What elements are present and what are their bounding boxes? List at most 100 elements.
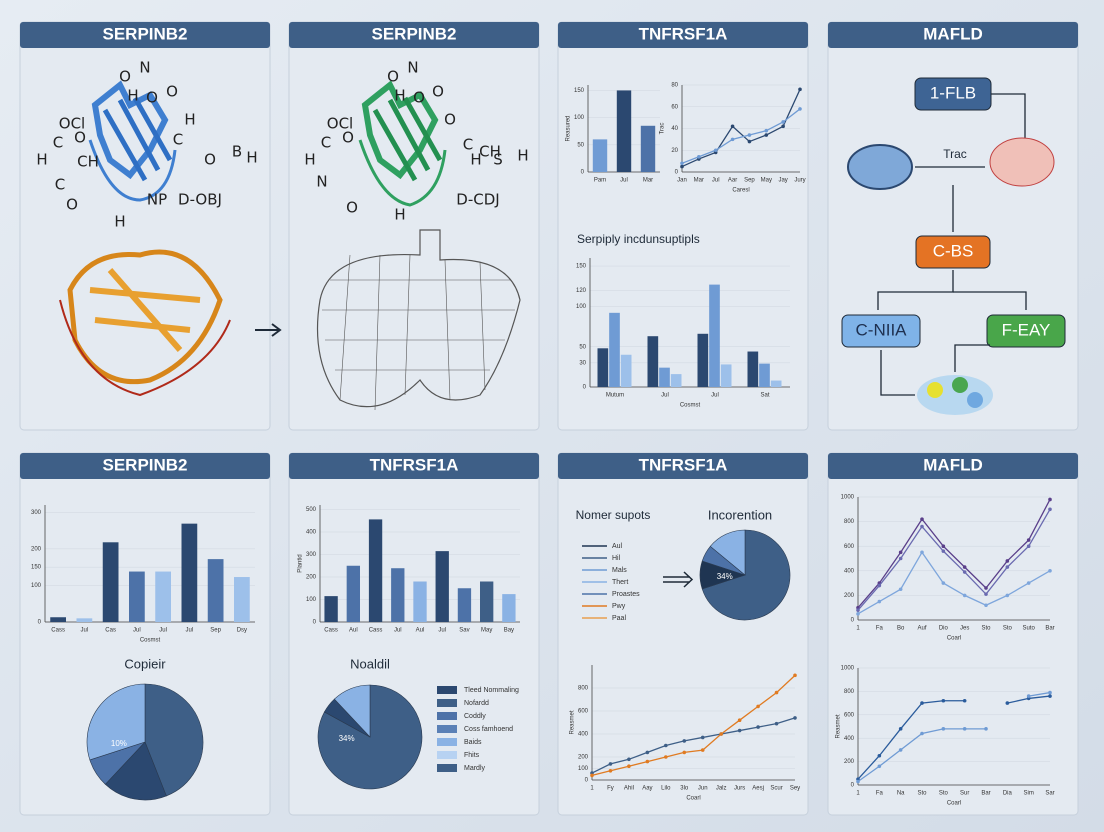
panel-title: SERPINB2: [371, 24, 456, 43]
y-tick-label: 120: [576, 288, 587, 294]
x-tick-label: Auf: [917, 626, 926, 632]
atom-label: O: [346, 199, 358, 217]
y-tick-label: 80: [671, 83, 678, 89]
legend-swatch: [437, 686, 457, 694]
atom-label: H: [470, 151, 481, 169]
atom-label: O: [387, 68, 399, 86]
y-tick-label: 0: [583, 385, 587, 391]
x-tick-label: Sim: [1023, 791, 1033, 797]
panel-header: [558, 22, 808, 48]
x-tick-label: Jalz: [716, 786, 727, 792]
node-label: C-BS: [933, 241, 974, 260]
x-tick-label: Ahil: [624, 786, 634, 792]
x-tick-label: Cass: [369, 628, 383, 634]
atom-label: D-OBJ: [178, 191, 222, 209]
y-tick-label: 800: [844, 519, 855, 525]
atom-label: C: [321, 134, 331, 152]
line: [681, 108, 801, 164]
bar: [502, 594, 516, 622]
x-tick-label: Jul: [81, 628, 89, 634]
y-tick-label: 0: [851, 618, 855, 624]
atom-label: O: [444, 111, 456, 129]
legend-label: Paal: [612, 615, 626, 622]
y-tick-label: 200: [578, 755, 589, 761]
y-tick-label: 200: [31, 546, 42, 552]
legend-swatch: [437, 725, 457, 733]
bar: [647, 336, 659, 387]
pie-slice: [86, 683, 146, 761]
atom-label: O: [342, 129, 354, 147]
x-tick-label: Lilo: [661, 786, 671, 792]
panel-header: [558, 453, 808, 479]
bar: [480, 581, 494, 622]
line: [681, 89, 801, 168]
y-tick-label: 150: [574, 88, 585, 94]
panel: [557, 21, 809, 431]
y-tick-label: 100: [306, 597, 317, 603]
x-tick-label: Sto: [981, 626, 991, 632]
atom-label: O: [146, 89, 158, 107]
x-tick-label: Bo: [897, 626, 905, 632]
atom-label: N: [139, 59, 150, 77]
y-tick-label: 600: [844, 544, 855, 550]
y-tick-label: 0: [851, 783, 855, 789]
panel-title: TNFRSF1A: [639, 24, 728, 43]
liver-mesh: [316, 229, 521, 411]
atom-label: H: [246, 149, 257, 167]
y-tick-label: 50: [579, 344, 586, 350]
x-tick-label: 1: [856, 791, 860, 797]
x-tick-label: Jul: [661, 393, 669, 399]
atom-label: O: [166, 83, 178, 101]
bar: [770, 380, 782, 387]
legend-swatch: [437, 738, 457, 746]
y-tick-label: 150: [31, 565, 42, 571]
panel-title: SERPINB2: [102, 24, 187, 43]
y-tick-label: 40: [671, 126, 678, 132]
y-tick-label: 0: [581, 170, 585, 176]
y-tick-label: 300: [31, 510, 42, 516]
bar: [234, 577, 250, 622]
x-axis-label: Caresl: [732, 188, 749, 194]
x-tick-label: Fa: [876, 791, 884, 797]
panel-title: MAFLD: [923, 24, 982, 43]
y-tick-label: 0: [38, 620, 42, 626]
y-tick-label: 150: [576, 264, 587, 270]
x-tick-label: Bar: [981, 791, 990, 797]
atom-label: D-CDJ: [456, 191, 499, 209]
chart-title: Serpiply incdunsuptipls: [577, 232, 700, 246]
y-tick-label: 100: [31, 583, 42, 589]
atom-label: N: [407, 59, 418, 77]
x-tick-label: Mutum: [606, 393, 624, 399]
y-axis-label: Trac: [660, 123, 666, 135]
atom-label: H: [36, 151, 47, 169]
legend-swatch: [437, 699, 457, 707]
y-tick-label: 100: [574, 115, 585, 121]
pie-slice: [144, 683, 204, 797]
x-tick-label: Jun: [698, 786, 708, 792]
bar: [102, 542, 119, 622]
bar: [609, 312, 620, 387]
panel-header: [828, 22, 1078, 48]
line: [857, 508, 1051, 611]
y-tick-label: 50: [577, 142, 584, 148]
atom-label: S: [493, 151, 503, 169]
chart-title: Noaldil: [350, 656, 390, 671]
pie-slice: [709, 529, 746, 576]
x-tick-label: Aul: [349, 628, 358, 634]
pie-label: 10%: [111, 739, 127, 748]
atom-label: OCl: [59, 115, 85, 133]
bar: [759, 363, 770, 387]
atom-label: O: [74, 129, 86, 147]
line: [857, 691, 1051, 783]
atom-label: C: [463, 136, 473, 154]
atom-label: OCl: [327, 115, 353, 133]
bar: [457, 588, 472, 622]
atom-label: CH: [77, 153, 99, 171]
x-tick-label: Bay: [504, 628, 514, 634]
atom-label: C: [173, 131, 183, 149]
y-tick-label: 200: [844, 593, 855, 599]
y-axis-label: Reasured: [566, 115, 572, 141]
y-tick-label: 0: [675, 170, 679, 176]
y-tick-label: 30: [579, 360, 586, 366]
